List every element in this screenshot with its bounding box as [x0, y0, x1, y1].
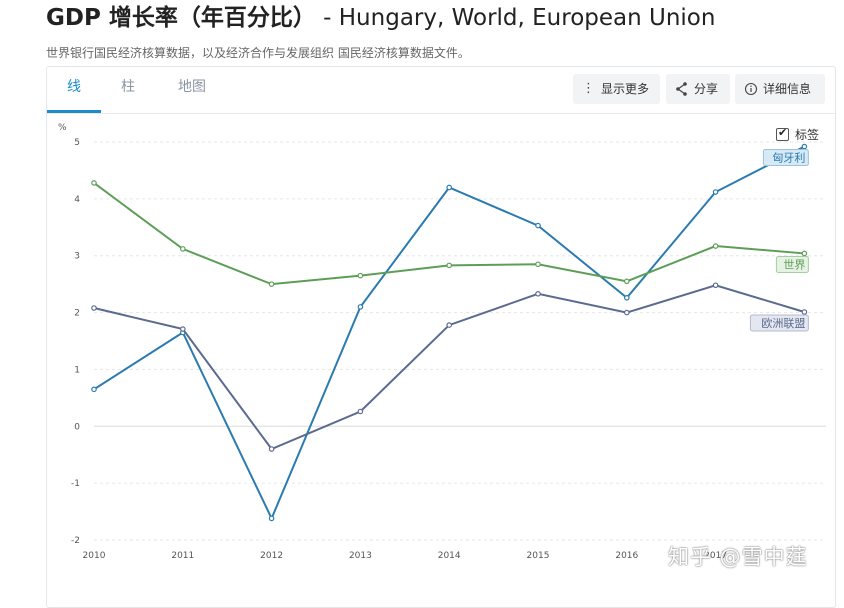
series-line-0: [93, 145, 805, 521]
y-tick-label: 0: [74, 422, 80, 432]
data-point: [91, 180, 97, 186]
data-point: [357, 408, 364, 415]
more-vertical-icon: ⋮: [582, 81, 595, 96]
page-subtitle: 世界银行国民经济核算数据，以及经济合作与发展组织 国民经济核算数据文件。: [46, 46, 470, 60]
series-label-hungary-box: [762, 149, 809, 167]
show-more-button[interactable]: ⋮ 显示更多: [573, 74, 660, 104]
y-tick-label: 1: [74, 365, 80, 375]
data-point: [535, 261, 541, 268]
x-tick-label: 2013: [349, 551, 372, 561]
chart-tabs: 线 柱 地图: [47, 67, 835, 113]
tab-line[interactable]: 线: [47, 67, 101, 113]
x-tick-label: 2011: [171, 551, 194, 561]
share-label: 分享: [694, 82, 719, 96]
page-title-indicator: GDP 增长率（年百分比）: [46, 5, 316, 31]
x-tick-label: 2014: [438, 551, 461, 561]
x-tick-label: 2016: [615, 551, 638, 561]
details-label: 详细信息: [763, 82, 812, 96]
series-label-eu: 欧洲联盟: [761, 317, 805, 330]
share-button[interactable]: 分享: [666, 74, 730, 104]
y-tick-label: 3: [74, 252, 80, 262]
data-point: [268, 515, 275, 522]
data-point: [446, 322, 453, 328]
data-point: [357, 304, 364, 310]
page-title: GDP 增长率（年百分比） - Hungary, World, European…: [46, 0, 715, 32]
x-tick-label: 2017: [704, 551, 727, 561]
watermark: 知乎 @雪中莛: [668, 545, 808, 569]
data-point: [623, 294, 630, 301]
series-label-hungary: 匈牙利: [772, 151, 805, 165]
data-point: [801, 250, 808, 257]
tab-map[interactable]: 地图: [178, 79, 206, 95]
series-line-2: [93, 284, 805, 451]
data-point: [623, 278, 630, 285]
labels-toggle-label: 标签: [795, 128, 820, 142]
y-axis-unit-label: %: [58, 123, 67, 133]
data-point: [535, 222, 541, 229]
y-tick-label: -2: [71, 536, 80, 546]
data-point: [712, 189, 719, 195]
data-point: [180, 326, 186, 332]
y-tick-label: 4: [74, 195, 80, 205]
labels-checkbox[interactable]: [776, 126, 789, 141]
series-label-eu-box: [749, 314, 809, 332]
y-tick-label: -1: [71, 479, 80, 489]
share-icon: [675, 74, 688, 116]
data-point: [268, 281, 275, 287]
show-more-label: 显示更多: [601, 82, 650, 96]
data-point: [801, 143, 808, 150]
data-point: [535, 291, 541, 297]
data-point: [268, 446, 275, 452]
data-point: [801, 309, 808, 315]
series-label-world-box: [775, 255, 809, 273]
data-point: [446, 184, 453, 191]
data-point: [91, 386, 97, 393]
data-point: [357, 272, 364, 279]
series-label-world: 世界: [783, 258, 805, 271]
y-tick-label: 5: [74, 138, 80, 148]
page-title-countries: - Hungary, World, European Union: [315, 5, 716, 31]
details-button[interactable]: 详细信息: [735, 74, 825, 104]
series-line-1: [93, 182, 805, 286]
info-icon: [744, 74, 758, 116]
x-tick-label: 2010: [83, 551, 106, 561]
tab-bar[interactable]: 柱: [121, 79, 135, 95]
data-point: [446, 262, 453, 269]
data-point: [712, 282, 719, 289]
data-point: [180, 246, 186, 252]
data-point: [91, 305, 97, 311]
data-point: [712, 243, 719, 249]
chart-card: 线 柱 地图 ⋮ 显示更多 分享 详细信息: [46, 66, 836, 608]
labels-toggle[interactable]: 标签: [776, 126, 819, 143]
y-tick-label: 2: [74, 309, 80, 319]
x-tick-label: 2015: [527, 551, 550, 561]
data-point: [623, 309, 630, 316]
tabs-divider: [47, 113, 835, 114]
x-tick-label: 2012: [260, 551, 283, 561]
